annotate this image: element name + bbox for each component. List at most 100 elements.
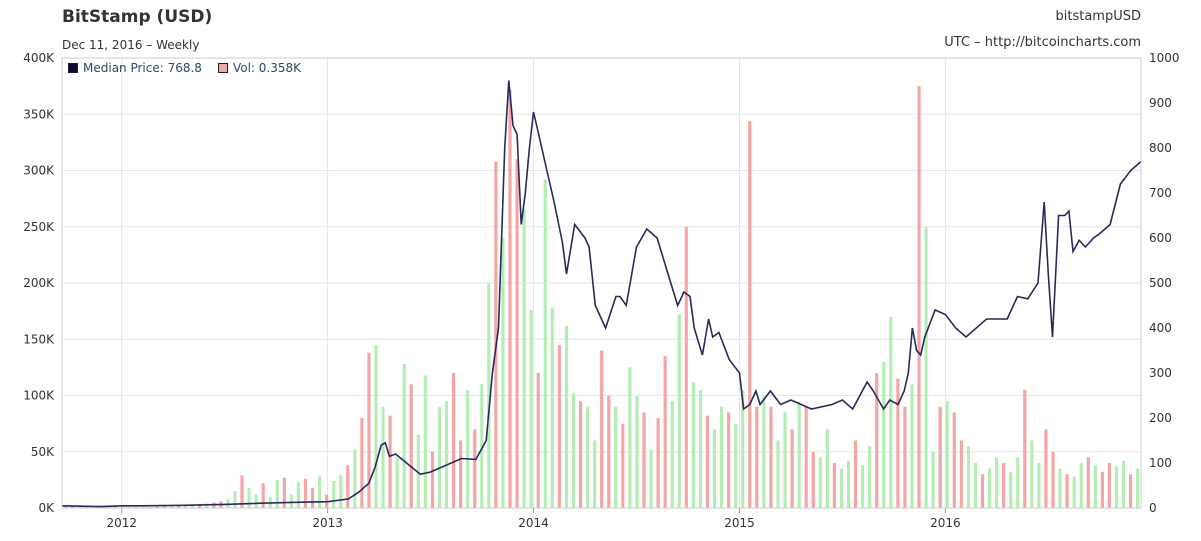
volume-bar [1100, 472, 1104, 508]
right-tick-label: 500 [1149, 276, 1172, 290]
left-tick-label: 250K [23, 220, 55, 234]
volume-bar [1016, 457, 1020, 508]
right-tick-label: 0 [1149, 501, 1157, 515]
volume-bar [642, 412, 646, 508]
volume-bar [783, 412, 787, 508]
volume-bar [727, 412, 731, 508]
volume-bar [515, 159, 519, 508]
data-source: UTC – http://bitcoincharts.com [944, 35, 1141, 50]
volume-bar [705, 415, 710, 508]
volume-bar [1079, 463, 1083, 508]
volume-bar [451, 373, 456, 508]
volume-bar [776, 440, 780, 508]
volume-bar [162, 506, 167, 508]
volume-bar [945, 401, 949, 508]
volume-bar [1044, 429, 1048, 508]
volume-bar [734, 423, 738, 508]
volume-bar [296, 482, 301, 508]
right-tick-label: 800 [1149, 141, 1172, 155]
volume-bar [99, 506, 103, 508]
volume-bar [1009, 472, 1013, 508]
volume-bar [966, 446, 970, 508]
volume-bar [684, 226, 688, 508]
volume-bar [261, 483, 265, 508]
volume-bar [973, 463, 978, 508]
x-tick-label: 2013 [312, 516, 343, 530]
volume-bar [1065, 474, 1069, 508]
volume-bar [1058, 468, 1062, 508]
volume-bar [254, 494, 258, 508]
volume-bar [191, 504, 195, 508]
volume-bar [600, 350, 604, 508]
volume-bar [825, 429, 829, 508]
volume-bar [980, 474, 985, 508]
volume-bar [649, 449, 653, 508]
volume-bar [501, 238, 505, 508]
volume-bar [1023, 389, 1027, 508]
volume-bar [402, 364, 406, 508]
legend-item-price: Median Price: 768.8 [68, 61, 202, 75]
volume-bar [903, 406, 907, 508]
volume-bar [317, 476, 322, 508]
volume-bar [882, 361, 886, 508]
volume-bar [247, 487, 251, 508]
volume-bar [769, 406, 773, 508]
volume-bar [113, 506, 117, 508]
volume-bar [395, 457, 399, 508]
volume-bar [917, 86, 921, 508]
volume-bar [71, 506, 75, 508]
x-tick-label: 2015 [724, 516, 755, 530]
volume-bar [607, 395, 611, 508]
volume-bar [811, 451, 815, 508]
volume-bar [332, 481, 336, 508]
volume-bar [430, 451, 435, 508]
volume-bar [1114, 466, 1119, 508]
volume-bar [184, 504, 188, 508]
volume-bars [64, 86, 1140, 508]
volume-bar [959, 440, 963, 508]
volume-bar [78, 506, 82, 508]
volume-bar [846, 460, 851, 508]
volume-bar [1051, 451, 1055, 508]
volume-bar [466, 389, 470, 508]
volume-bar [578, 401, 583, 508]
x-tick-label: 2012 [106, 516, 137, 530]
volume-bar [910, 384, 914, 508]
volume-bar [127, 506, 131, 508]
volume-bar [480, 384, 484, 508]
legend-item-volume: Vol: 0.358K [217, 61, 301, 75]
volume-bar [169, 505, 174, 508]
volume-bar [275, 479, 279, 508]
volume-bar [804, 406, 808, 508]
volume-bar [205, 503, 209, 508]
price-swatch-icon [68, 63, 78, 73]
volume-bar [931, 451, 935, 508]
volume-bar [1136, 468, 1140, 508]
volume-bar [233, 491, 237, 508]
volume-bar [677, 314, 681, 508]
volume-bar [543, 179, 547, 508]
market-symbol: bitstampUSD [1055, 9, 1142, 24]
volume-bar [585, 406, 590, 508]
volume-bar [924, 226, 928, 508]
volume-bar [741, 389, 745, 508]
volume-bar [832, 463, 836, 508]
volume-bar [437, 406, 442, 508]
volume-bar [889, 316, 893, 508]
left-tick-label: 0K [38, 501, 55, 515]
volume-bar [1086, 457, 1090, 508]
volume-bar [1030, 440, 1034, 508]
volume-bar [593, 440, 597, 508]
volume-bar [310, 487, 315, 508]
chart-subtitle: Dec 11, 2016 – Weekly [62, 38, 200, 52]
volume-bar [487, 283, 491, 508]
volume-bar [360, 418, 364, 508]
volume-bar [1037, 463, 1041, 508]
volume-bar [952, 412, 956, 508]
left-tick-label: 400K [23, 51, 55, 65]
volume-bar [1093, 465, 1097, 508]
left-tick-label: 350K [23, 107, 55, 121]
x-tick-label: 2014 [518, 516, 549, 530]
volume-bar [621, 423, 625, 508]
